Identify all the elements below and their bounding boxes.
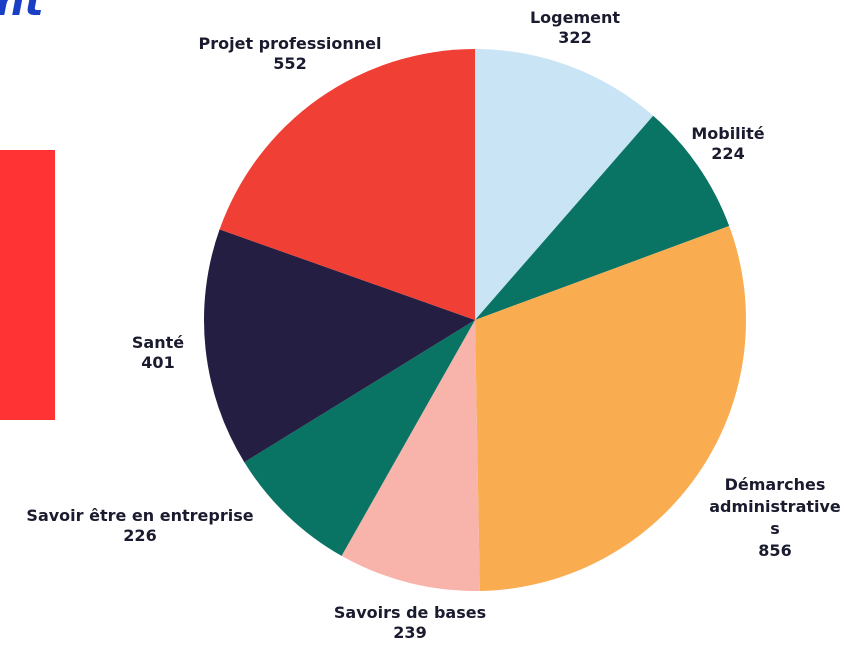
label-logement-value: 322: [558, 28, 592, 47]
pie-slice-savoir-tre-en-entreprise: [244, 320, 475, 556]
label-savoirs-de-bases-name: Savoirs de bases: [333, 603, 487, 622]
pie-slice-mobilit: [475, 115, 730, 320]
label-projet-professionnel: Projet professionnel 552: [165, 34, 415, 74]
pie-slice-savoirs-de-bases: [341, 320, 480, 592]
label-sante-value: 401: [141, 353, 175, 372]
label-demarches-name-line3: s: [770, 519, 780, 538]
page-title-fragment: nt: [0, 0, 44, 25]
label-projet-professionnel-value: 552: [273, 54, 307, 73]
label-mobilite: Mobilité 224: [668, 124, 788, 164]
label-sante: Santé 401: [108, 333, 208, 373]
label-mobilite-value: 224: [711, 144, 745, 163]
label-logement-name: Logement: [529, 8, 621, 27]
label-demarches-name-line2: administrative: [709, 497, 841, 516]
label-savoirs-de-bases-value: 239: [393, 623, 427, 642]
label-savoir-etre-value: 226: [123, 526, 157, 545]
label-mobilite-name: Mobilité: [691, 124, 765, 143]
label-demarches-value: 856: [758, 541, 792, 560]
label-savoir-etre: Savoir être en entreprise 226: [0, 506, 280, 546]
label-savoir-etre-name: Savoir être en entreprise: [26, 506, 254, 525]
decorative-red-block: [0, 150, 55, 420]
label-savoirs-de-bases: Savoirs de bases 239: [295, 603, 525, 643]
label-demarches-name-line1: Démarches: [724, 475, 826, 494]
label-sante-name: Santé: [131, 333, 185, 352]
label-logement: Logement 322: [500, 8, 650, 48]
pie-slice-logement: [475, 49, 654, 320]
label-demarches: Démarches administrative s 856: [690, 474, 860, 562]
label-projet-professionnel-name: Projet professionnel: [198, 34, 382, 53]
pie-slice-projet-professionnel: [219, 48, 475, 320]
pie-slice-sant: [203, 229, 476, 463]
pie-slice-d-marches-administrative-s: [475, 225, 746, 591]
